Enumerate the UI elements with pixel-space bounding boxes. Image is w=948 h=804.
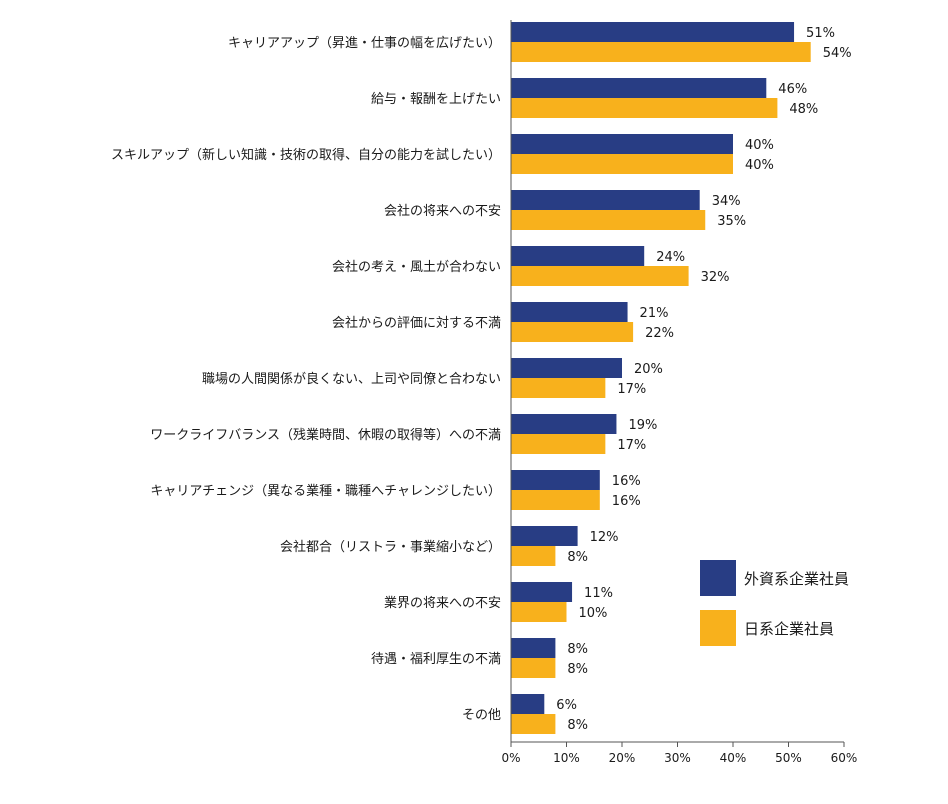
bar-japanese xyxy=(511,322,634,342)
value-label: 8% xyxy=(567,550,588,565)
legend-swatch-japanese xyxy=(700,610,736,646)
category-label: スキルアップ（新しい知識・技術の取得、自分の能力を試したい） xyxy=(111,147,501,163)
bar-foreign xyxy=(511,190,700,210)
value-label: 32% xyxy=(701,270,730,285)
bar-japanese xyxy=(511,546,556,566)
category-label: 待遇・福利厚生の不満 xyxy=(371,652,501,667)
value-labels: 51% 54% 46% 48% 40% 40% 34% 35% 24% 32% 21% 22% 20% 1… xyxy=(556,26,851,733)
bar-japanese xyxy=(511,490,600,510)
value-label: 22% xyxy=(645,326,674,341)
value-label: 10% xyxy=(579,606,608,621)
x-tick-label: 40% xyxy=(720,751,747,765)
value-label: 16% xyxy=(612,494,641,509)
category-label: 会社からの評価に対する不満 xyxy=(332,315,501,331)
bar-japanese xyxy=(511,210,706,230)
value-label: 16% xyxy=(612,474,641,489)
value-label: 24% xyxy=(656,250,685,265)
bar-foreign xyxy=(511,470,600,490)
category-label: キャリアチェンジ（異なる業種・職種へチャレンジしたい） xyxy=(150,483,501,499)
legend-swatch-foreign xyxy=(700,560,736,596)
value-label: 46% xyxy=(778,82,807,97)
bar-foreign xyxy=(511,134,733,154)
x-tick-label: 10% xyxy=(553,751,580,765)
bar-japanese xyxy=(511,98,778,118)
value-label: 12% xyxy=(590,530,619,545)
category-label: ワークライフバランス（残業時間、休暇の取得等）への不満 xyxy=(150,427,501,443)
value-label: 6% xyxy=(556,698,577,713)
bar-japanese xyxy=(511,714,556,734)
bar-foreign xyxy=(511,414,617,434)
value-label: 54% xyxy=(823,46,852,61)
value-label: 21% xyxy=(640,306,669,321)
bar-foreign xyxy=(511,582,573,602)
category-label: 職場の人間関係が良くない、上司や同僚と合わない xyxy=(202,371,501,387)
value-label: 20% xyxy=(634,362,663,377)
bar-foreign xyxy=(511,246,645,266)
legend-label: 日系企業社員 xyxy=(744,620,834,638)
category-label: 業界の将来への不安 xyxy=(384,595,501,611)
category-labels: キャリアアップ（昇進・仕事の幅を広げたい） 給与・報酬を上げたいスキルアップ（新し… xyxy=(111,36,501,723)
value-label: 8% xyxy=(567,662,588,677)
bar-foreign xyxy=(511,358,622,378)
value-label: 17% xyxy=(617,438,646,453)
value-label: 17% xyxy=(617,382,646,397)
category-label: 会社の考え・風土が合わない xyxy=(332,259,501,275)
bar-foreign xyxy=(511,694,545,714)
x-tick-label: 50% xyxy=(775,751,802,765)
value-label: 34% xyxy=(712,194,741,209)
bars-group xyxy=(511,22,811,734)
legend-label: 外資系企業社員 xyxy=(744,570,849,588)
value-label: 48% xyxy=(789,102,818,117)
bar-foreign xyxy=(511,526,578,546)
bar-japanese xyxy=(511,266,689,286)
value-label: 8% xyxy=(567,718,588,733)
value-label: 51% xyxy=(806,26,835,41)
bar-foreign xyxy=(511,302,628,322)
bar-japanese xyxy=(511,42,811,62)
bar-japanese xyxy=(511,434,606,454)
bar-foreign xyxy=(511,638,556,658)
value-label: 40% xyxy=(745,138,774,153)
bar-japanese xyxy=(511,658,556,678)
bar-japanese xyxy=(511,378,606,398)
bar-foreign xyxy=(511,22,795,42)
bar-japanese xyxy=(511,602,567,622)
bar-foreign xyxy=(511,78,767,98)
x-tick-label: 30% xyxy=(664,751,691,765)
category-label: 給与・報酬を上げたい xyxy=(371,92,501,107)
value-label: 8% xyxy=(567,642,588,657)
bar-japanese xyxy=(511,154,733,174)
x-ticks: 0% 10% 20% 30% 40% 50% 60% xyxy=(501,742,857,765)
value-label: 19% xyxy=(628,418,657,433)
value-label: 40% xyxy=(745,158,774,173)
category-label: キャリアアップ（昇進・仕事の幅を広げたい） xyxy=(228,36,501,51)
value-label: 11% xyxy=(584,586,613,601)
category-label: 会社の将来への不安 xyxy=(384,203,501,219)
category-label: 会社都合（リストラ・事業縮小など） xyxy=(280,539,501,555)
x-tick-label: 60% xyxy=(831,751,858,765)
value-label: 35% xyxy=(717,214,746,229)
category-label: その他 xyxy=(462,708,501,723)
x-tick-label: 0% xyxy=(501,751,520,765)
x-tick-label: 20% xyxy=(609,751,636,765)
